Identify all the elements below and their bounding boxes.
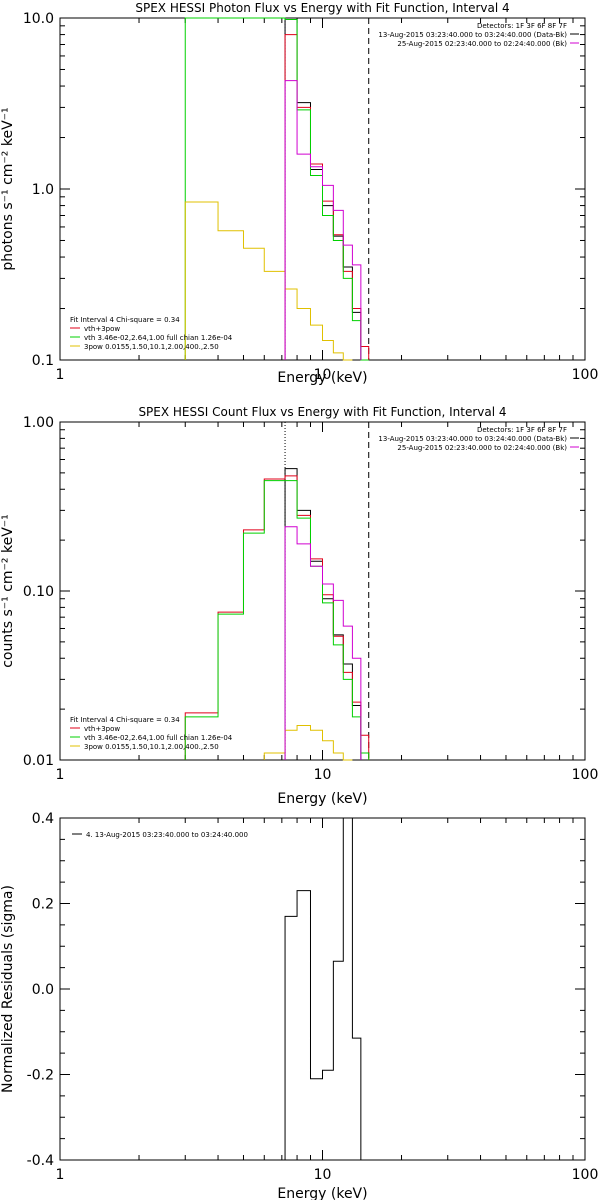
legend-entry: 3pow 0.0155,1.50,10.1,2.00,400.,2.50 [84,343,219,351]
series-line-4 [184,201,353,361]
legend: 4. 13-Aug-2015 03:23:40.000 to 03:24:40.… [72,831,248,839]
y-tick-label: 1.0 [32,182,54,198]
x-tick-label: 10 [314,1167,332,1183]
x-tick-label: 1 [56,767,65,783]
legend-entry: vth 3.46e-02,2.64,1.00 full chian 1.26e-… [84,734,233,742]
legend-entry: 4. 13-Aug-2015 03:23:40.000 to 03:24:40.… [86,831,248,839]
series-line-5 [284,80,362,360]
series-line-3 [184,17,369,361]
series-line-3 [184,480,370,760]
chart-panel-3: 1 10 100 Energy (keV) -0.4 -0.2 0.0 0.2 0.4 Norma… [0,811,598,1200]
y-tick-label: 0.10 [23,584,54,600]
x-tick-label: 100 [572,767,599,783]
x-axis-label: Energy (keV) [277,370,367,386]
x-axis-ticks: 1 10 100 [56,818,599,1183]
info-line: Detectors: 1F 3F 6F 8F 7F [477,22,567,30]
series-line-2 [184,475,370,760]
legend-entry: vth+3pow [84,725,120,733]
series-line-2 [284,34,370,360]
series-group [184,17,370,361]
legend-header: Fit Interval 4 Chi-square = 0.34 [70,716,180,724]
x-tick-label: 1 [56,1167,65,1183]
x-tick-label: 10 [314,767,332,783]
y-tick-label: 0.4 [32,811,54,827]
info-line: Detectors: 1F 3F 6F 8F 7F [477,426,567,434]
y-axis-label: counts s⁻¹ cm⁻² keV⁻¹ [0,514,16,668]
series-line-5 [284,526,362,760]
legend-entry: vth 3.46e-02,2.64,1.00 full chian 1.26e-… [84,334,233,342]
info-line: 25-Aug-2015 02:23:40.000 to 02:24:40.000… [397,40,567,48]
plot-frame [59,817,586,1161]
y-tick-label: 0.0 [32,982,54,998]
y-tick-label: 10.0 [23,11,54,27]
y-tick-label: 1.00 [23,415,54,431]
y-axis-ticks: 0.01 0.10 1.00 [23,415,585,769]
x-tick-label: 10 [314,367,332,383]
y-axis-label: photons s⁻¹ cm⁻² keV⁻¹ [0,107,16,270]
x-tick-label: 100 [572,367,599,383]
y-tick-label: -0.4 [27,1153,54,1169]
series-line-1 [284,817,362,1160]
y-axis-ticks: 0.1 1.0 10.0 [23,11,585,369]
x-tick-label: 1 [56,367,65,383]
y-tick-label: 0.1 [32,353,54,369]
legend-entry: 3pow 0.0155,1.50,10.1,2.00,400.,2.50 [84,743,219,751]
x-axis-label: Energy (keV) [277,1186,367,1200]
chart-title: SPEX HESSI Photon Flux vs Energy with Fi… [135,1,509,15]
series-group [184,468,370,761]
info-line: 13-Aug-2015 03:23:40.000 to 03:24:40.000… [378,31,567,39]
legend-header: Fit Interval 4 Chi-square = 0.34 [70,316,180,324]
legend: Fit Interval 4 Chi-square = 0.34vth+3pow… [70,716,233,751]
series-line-4 [263,725,353,761]
x-axis-ticks: 1 10 100 [56,18,599,383]
x-tick-label: 100 [572,1167,599,1183]
legend: Fit Interval 4 Chi-square = 0.34vth+3pow… [70,316,233,351]
y-axis-ticks: -0.4 -0.2 0.0 0.2 0.4 [27,811,585,1169]
y-axis-label: Normalized Residuals (sigma) [0,885,16,1093]
series-line-1 [284,468,362,760]
y-tick-label: 0.2 [32,897,54,913]
x-axis-ticks: 1 10 100 [56,422,599,783]
info-line: 25-Aug-2015 02:23:40.000 to 02:24:40.000… [397,444,567,452]
info-line: 13-Aug-2015 03:23:40.000 to 03:24:40.000… [378,435,567,443]
x-axis-label: Energy (keV) [277,791,367,807]
legend-entry: vth+3pow [84,325,120,333]
y-tick-label: 0.01 [23,753,54,769]
series-group [284,817,362,1160]
chart-title: SPEX HESSI Count Flux vs Energy with Fit… [138,405,506,419]
y-tick-label: -0.2 [27,1068,54,1084]
chart-panel-1: SPEX HESSI Photon Flux vs Energy with Fi… [0,1,598,386]
chart-panel-2: SPEX HESSI Count Flux vs Energy with Fit… [0,405,598,807]
